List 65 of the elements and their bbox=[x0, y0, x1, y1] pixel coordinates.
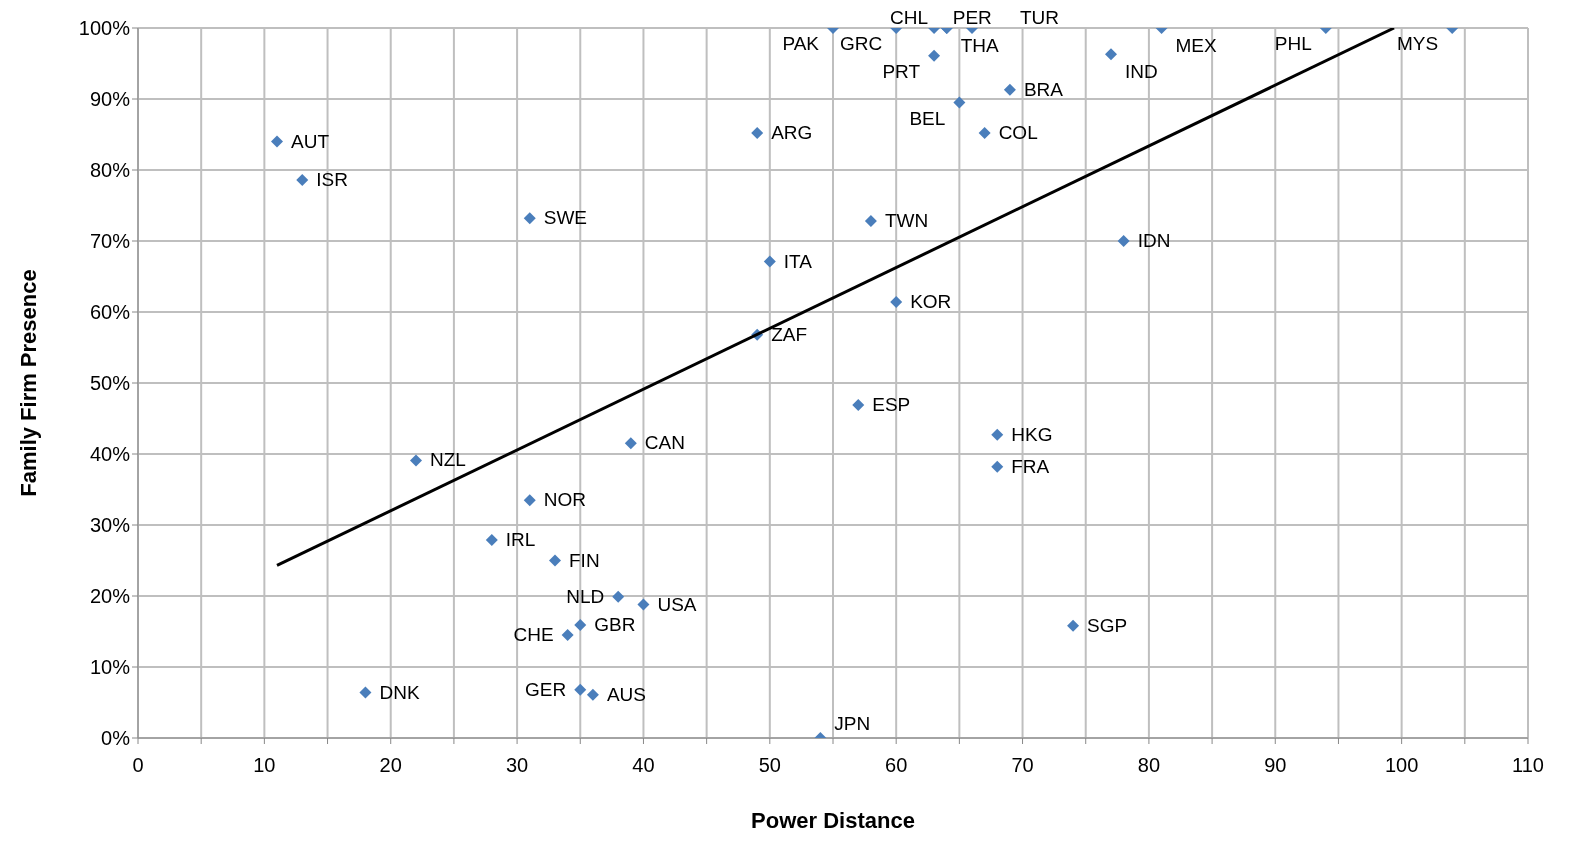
annotation: ZAF bbox=[771, 323, 808, 345]
x-tick-label: 90 bbox=[1264, 754, 1287, 777]
annotation: SGP bbox=[1087, 614, 1128, 636]
x-tick-label: 60 bbox=[885, 754, 908, 777]
annotation: ARG bbox=[771, 122, 813, 144]
y-axis-title: Family Firm Presence bbox=[15, 269, 41, 497]
y-tick-label: 0% bbox=[101, 727, 131, 750]
annotation: FIN bbox=[569, 549, 600, 571]
x-tick-label: 0 bbox=[132, 754, 144, 777]
annotation: IDN bbox=[1137, 230, 1171, 251]
x-tick-label: 10 bbox=[253, 754, 276, 777]
annotation: PRT bbox=[882, 60, 921, 82]
annotation: FRA bbox=[1011, 455, 1050, 477]
annotation: THA bbox=[960, 35, 1000, 56]
annotation: GBR bbox=[594, 614, 636, 636]
y-tick-label: 80% bbox=[89, 159, 131, 182]
x-tick-label: 40 bbox=[632, 754, 655, 777]
annotation: PAK bbox=[782, 33, 820, 54]
annotation: MYS bbox=[1396, 33, 1439, 54]
annotation: KOR bbox=[910, 291, 952, 313]
annotation: TUR bbox=[1020, 7, 1060, 28]
annotation: HKG bbox=[1011, 423, 1053, 445]
annotation: COL bbox=[998, 122, 1038, 144]
x-tick-label: 80 bbox=[1137, 754, 1161, 777]
annotation: AUT bbox=[291, 130, 330, 152]
annotation: CHL bbox=[890, 7, 929, 28]
y-tick-label: 50% bbox=[89, 372, 131, 395]
annotation: GER bbox=[525, 678, 567, 700]
y-tick-label: 90% bbox=[89, 88, 131, 111]
y-tick-label: 40% bbox=[89, 443, 131, 466]
annotation: PER bbox=[952, 7, 992, 28]
annotation: BEL bbox=[909, 107, 946, 129]
annotation: JPN bbox=[834, 713, 871, 734]
x-tick-label: 100 bbox=[1384, 754, 1419, 777]
annotation: GRC bbox=[839, 33, 883, 54]
y-tick-label: 70% bbox=[89, 230, 131, 253]
annotation: IRL bbox=[505, 528, 536, 550]
y-tick-label: 10% bbox=[89, 656, 131, 679]
y-tick-label: 20% bbox=[89, 585, 131, 608]
annotation: ITA bbox=[783, 250, 813, 272]
x-tick-label: 110 bbox=[1512, 754, 1544, 777]
annotation: ISR bbox=[316, 168, 348, 190]
annotation: ESP bbox=[872, 394, 911, 416]
annotation: NOR bbox=[543, 489, 586, 511]
x-tick-label: 30 bbox=[505, 754, 529, 777]
x-tick-label: 20 bbox=[379, 754, 402, 777]
annotation: PHL bbox=[1274, 33, 1312, 54]
annotation: NLD bbox=[566, 585, 605, 607]
annotation: USA bbox=[657, 593, 697, 615]
x-tick-label: 50 bbox=[758, 754, 781, 777]
annotation: DNK bbox=[379, 681, 420, 703]
annotation: SWE bbox=[543, 207, 588, 229]
x-tick-label: 70 bbox=[1011, 754, 1034, 777]
y-tick-label: 100% bbox=[78, 17, 131, 40]
annotation: BRA bbox=[1023, 78, 1064, 100]
x-axis-title: Power Distance bbox=[751, 808, 915, 833]
annotation: MEX bbox=[1175, 35, 1218, 56]
annotation: CHE bbox=[513, 624, 554, 646]
annotation: NZL bbox=[430, 449, 466, 471]
y-tick-label: 30% bbox=[89, 514, 131, 537]
annotation: AUS bbox=[606, 683, 646, 705]
annotation: CAN bbox=[644, 432, 685, 454]
y-tick-label: 60% bbox=[89, 301, 131, 324]
annotation: TWN bbox=[884, 210, 929, 232]
annotation: IND bbox=[1125, 61, 1158, 83]
